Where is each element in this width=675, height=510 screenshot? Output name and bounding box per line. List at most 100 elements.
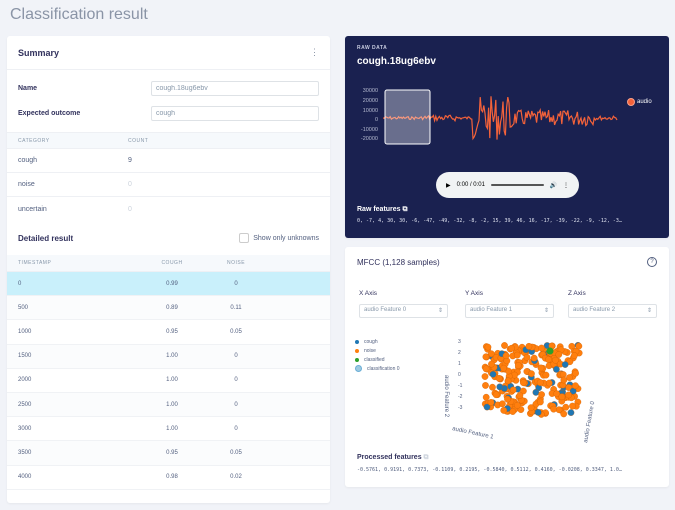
cell-noise: 0 (234, 377, 238, 384)
cell-timestamp: 3500 (18, 449, 32, 456)
mfcc-title: MFCC (1,128 samples) (357, 258, 440, 267)
summary-card: Summary ⋮ Name Expected outcome Category… (7, 36, 330, 503)
cell-noise: 0 (234, 401, 238, 408)
table-row[interactable]: 2000 1.00 0 (7, 369, 330, 393)
scatter-point (500, 364, 507, 372)
scatter-point (482, 393, 490, 401)
table-row[interactable]: 3000 1.00 0 (7, 417, 330, 442)
legend-item-noise[interactable]: noise (355, 346, 400, 355)
scatter-point (504, 395, 511, 403)
show-unknowns-checkbox[interactable]: Show only unknowns (239, 233, 319, 243)
y-tick: 10000 (362, 108, 378, 114)
expected-outcome-field[interactable] (151, 106, 319, 121)
category-row: noise 0 (7, 173, 330, 197)
cell-timestamp: 0 (18, 280, 22, 287)
y-tick: -10000 (360, 127, 378, 133)
waveform-line (383, 96, 618, 141)
more-options-icon[interactable]: ⋮ (563, 182, 569, 189)
audio-legend: audio (627, 98, 652, 106)
scatter-point (572, 369, 579, 377)
z-axis-select[interactable]: audio Feature 2 ⇕ (568, 304, 657, 318)
legend-item-classification-0[interactable]: classification 0 (355, 364, 400, 373)
window-selection-handle[interactable] (384, 89, 431, 145)
scatter-point (566, 374, 573, 381)
player-time: 0:00 / 0:01 (456, 182, 485, 188)
scatter-3d-plot[interactable]: 3 2 1 0 -1 -2 -3 audio Feature 2 audio Feature… (430, 337, 615, 447)
table-row[interactable]: 1500 1.00 0 (7, 344, 330, 369)
waveform-chart[interactable] (383, 88, 623, 148)
scatter-point (575, 342, 583, 350)
copy-icon[interactable]: ⧉ (423, 454, 429, 461)
more-options-icon[interactable]: ⋮ (310, 47, 319, 57)
x-axis-label: X Axis (359, 290, 378, 297)
cell-cough: 0.89 (166, 304, 178, 311)
category-row: cough 9 (7, 149, 330, 173)
cough-header: Cough (161, 260, 183, 266)
audio-player[interactable]: ▶ 0:00 / 0:01 🔊 ⋮ (436, 172, 579, 198)
z-axis-select-group: Z Axis audio Feature 2 ⇕ (568, 290, 657, 318)
table-row[interactable]: 500 0.89 0.11 (7, 296, 330, 321)
cell-noise: 0.05 (230, 328, 242, 335)
y-axis-select[interactable]: audio Feature 1 ⇕ (465, 304, 554, 318)
copy-icon[interactable]: ⧉ (402, 206, 408, 213)
scatter-point (572, 382, 579, 390)
scatter-point (496, 383, 504, 391)
z-tick: 0 (458, 372, 461, 378)
audio-legend-dot (627, 98, 635, 106)
table-row[interactable]: 3500 0.95 0.05 (7, 441, 330, 466)
classified-point (546, 347, 554, 355)
scatter-point (481, 373, 489, 380)
scatter-point (536, 379, 544, 386)
table-row[interactable]: 1000 0.95 0.05 (7, 320, 330, 345)
seek-slider[interactable] (490, 184, 544, 186)
select-arrows-icon: ⇕ (437, 308, 443, 314)
scatter-point (501, 342, 508, 349)
scatter-point (482, 382, 489, 389)
play-icon[interactable]: ▶ (446, 182, 451, 189)
table-row[interactable]: 4000 0.98 0.02 (7, 466, 330, 490)
legend-item-cough[interactable]: cough (355, 337, 400, 346)
expected-outcome-label: Expected outcome (18, 110, 81, 117)
category-name: uncertain (18, 205, 47, 213)
category-name: cough (18, 157, 38, 164)
y-axis-select-group: Y Axis audio Feature 1 ⇕ (465, 290, 554, 318)
legend-item-classified[interactable]: classified (355, 355, 400, 364)
scatter-point (571, 352, 578, 359)
checkbox-icon[interactable] (239, 233, 250, 243)
scatter-point (561, 361, 569, 368)
scatter-point (542, 371, 550, 379)
scatter-point (482, 365, 490, 373)
volume-icon[interactable]: 🔊 (549, 182, 557, 189)
scatter-point (552, 356, 559, 364)
x-axis-select[interactable]: audio Feature 0 ⇕ (359, 304, 448, 318)
y-tick: 30000 (362, 88, 378, 94)
summary-title: Summary (18, 47, 60, 58)
cell-timestamp: 2500 (18, 401, 32, 408)
y-tick: -20000 (360, 136, 378, 142)
scatter-point (489, 383, 496, 391)
scatter-legend: cough noise classified classification 0 (355, 337, 400, 373)
name-field[interactable] (151, 81, 319, 96)
scatter-point (550, 405, 557, 413)
select-arrows-icon: ⇕ (646, 308, 652, 314)
cell-cough: 0.99 (166, 280, 178, 287)
cell-noise: 0 (234, 425, 238, 432)
processed-features-values: -0.5761, 0.9191, 0.7373, -0.1109, 0.2195… (357, 467, 622, 473)
scatter-point (553, 366, 560, 373)
scatter-point (530, 354, 538, 362)
table-row[interactable]: 0 0.99 0 (7, 272, 330, 297)
help-icon[interactable]: ? (647, 257, 657, 267)
cell-timestamp: 3000 (18, 425, 32, 432)
scatter-point (502, 352, 510, 360)
scatter-point (516, 392, 524, 399)
scatter-point (555, 351, 563, 358)
table-row[interactable]: 2500 1.00 0 (7, 392, 330, 418)
y-tick: 0 (374, 117, 378, 123)
scatter-point (567, 409, 575, 416)
cell-timestamp: 1500 (18, 353, 32, 360)
cell-timestamp: 500 (18, 304, 29, 311)
raw-data-label: RAW DATA (357, 45, 388, 51)
scatter-point (562, 403, 570, 411)
scatter-point (558, 393, 566, 401)
cell-cough: 0.98 (166, 474, 178, 481)
